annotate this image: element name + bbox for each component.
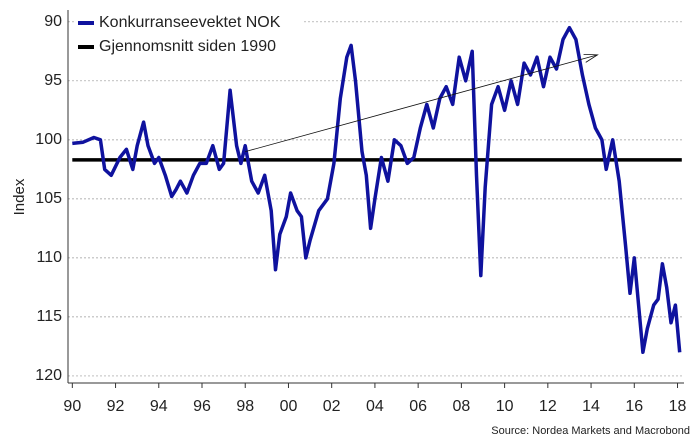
y-tick-label: 105 (35, 190, 62, 207)
arrow-head (583, 54, 599, 63)
x-tick-label: 90 (63, 398, 81, 415)
x-tick-label: 96 (193, 398, 211, 415)
x-tick-label: 06 (409, 398, 427, 415)
x-tick-label: 16 (625, 398, 643, 415)
x-tick-label: 14 (582, 398, 600, 415)
source: Source: Nordea Markets and Macrobond (491, 425, 690, 437)
legend-bg (74, 36, 304, 58)
y-tick-label: 90 (44, 13, 62, 30)
x-tick-label: 02 (323, 398, 341, 415)
x-tick-label: 18 (669, 398, 687, 415)
x-tick-label: 10 (496, 398, 514, 415)
y-tick-label: 115 (36, 308, 62, 325)
series-line (72, 25, 682, 355)
legend-label: Konkurranseevektet NOK (99, 14, 281, 31)
y-tick-label: 100 (35, 131, 62, 148)
x-tick-label: 12 (539, 398, 557, 415)
x-tick-label: 00 (280, 398, 298, 415)
x-tick-label: 94 (150, 398, 168, 415)
y-tick-label: 95 (44, 72, 62, 89)
y-tick-label: 120 (35, 367, 62, 384)
x-tick-label: 98 (236, 398, 254, 415)
arrow-line (245, 54, 598, 153)
x-tick-label: 92 (107, 398, 125, 415)
legend-bg (74, 12, 304, 34)
y-axis-label: Index (11, 178, 28, 215)
x-tick-label: 04 (366, 398, 384, 415)
legend-label: Gjennomsnitt siden 1990 (99, 38, 276, 55)
x-tick-label: 08 (452, 398, 470, 415)
y-tick-label: 110 (36, 249, 62, 266)
